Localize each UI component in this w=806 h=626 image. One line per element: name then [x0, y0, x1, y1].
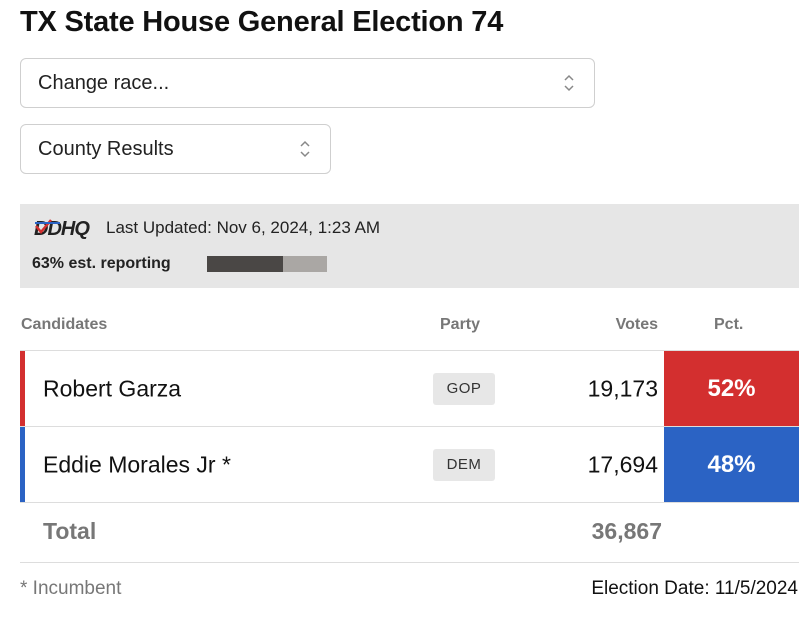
- reporting-progress-bar: [207, 256, 327, 272]
- election-date: Election Date: 11/5/2024: [591, 578, 798, 599]
- vote-count: 17,694: [587, 451, 658, 477]
- table-row: Eddie Morales Jr * DEM 17,694 48%: [20, 427, 799, 502]
- divider: [20, 426, 799, 427]
- header-votes: Votes: [615, 316, 658, 333]
- party-stripe: [20, 427, 25, 502]
- chevron-up-down-icon: [564, 74, 574, 92]
- vote-count: 19,173: [587, 375, 658, 401]
- last-updated: Last Updated: Nov 6, 2024, 1:23 AM: [106, 218, 381, 237]
- party-badge: DEM: [433, 448, 495, 481]
- header-party: Party: [440, 316, 481, 333]
- vote-percent: 52%: [664, 351, 799, 426]
- incumbent-note: * Incumbent: [20, 578, 122, 599]
- results-view-value: County Results: [38, 137, 174, 160]
- total-votes: 36,867: [591, 518, 662, 544]
- divider: [20, 350, 799, 351]
- change-race-value: Change race...: [38, 71, 170, 94]
- header-pct: Pct.: [714, 316, 744, 333]
- header-candidates: Candidates: [21, 316, 108, 333]
- change-race-select[interactable]: Change race...: [20, 58, 595, 108]
- results-view-select[interactable]: County Results: [20, 124, 331, 174]
- chevron-up-down-icon: [300, 140, 310, 158]
- total-label: Total: [43, 518, 97, 544]
- ddhq-logo: DDHQ: [34, 218, 91, 239]
- page-title: TX State House General Election 74: [20, 6, 504, 38]
- reporting-progress-fill: [207, 256, 283, 272]
- party-badge: GOP: [433, 372, 495, 405]
- candidate-name: Eddie Morales Jr *: [43, 451, 231, 477]
- vote-percent: 48%: [664, 427, 799, 502]
- status-panel: DDHQ Last Updated: Nov 6, 2024, 1:23 AM …: [20, 204, 799, 288]
- candidate-name: Robert Garza: [43, 375, 182, 401]
- party-stripe: [20, 351, 25, 426]
- reporting-label: 63% est. reporting: [32, 255, 171, 272]
- table-row: Robert Garza GOP 19,173 52%: [20, 351, 799, 426]
- divider: [20, 502, 799, 503]
- divider: [20, 562, 799, 563]
